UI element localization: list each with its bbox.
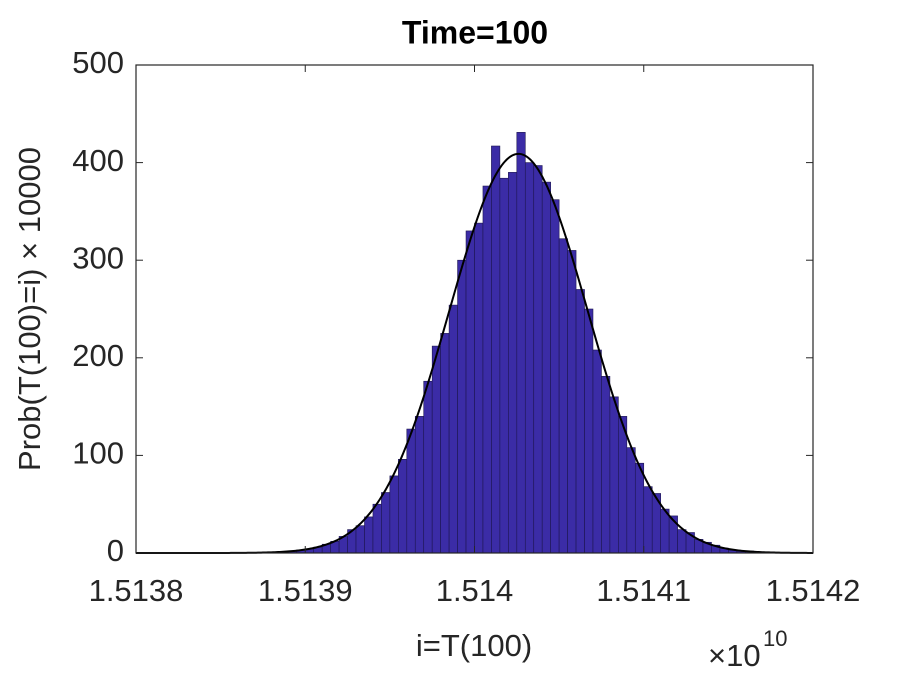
x-multiplier: ×10 bbox=[708, 638, 761, 673]
bar bbox=[465, 230, 475, 554]
bar bbox=[592, 349, 602, 554]
x-multiplier-exponent: 10 bbox=[763, 626, 787, 651]
bar bbox=[567, 250, 577, 554]
bar bbox=[508, 172, 518, 554]
x-axis-label: i=T(100) bbox=[416, 628, 532, 663]
bar bbox=[584, 308, 594, 554]
bar bbox=[634, 462, 645, 554]
y-tick-label: 0 bbox=[107, 533, 124, 568]
bar bbox=[575, 289, 585, 554]
x-tick-label: 1.5142 bbox=[766, 573, 861, 608]
bar bbox=[626, 447, 636, 554]
x-tick-label: 1.5139 bbox=[258, 573, 353, 608]
bar bbox=[457, 259, 467, 554]
bar bbox=[423, 380, 433, 554]
bar bbox=[431, 345, 441, 554]
bar bbox=[660, 508, 670, 554]
bar bbox=[448, 304, 458, 554]
bar bbox=[381, 492, 391, 554]
y-tick-label: 400 bbox=[72, 143, 124, 178]
x-tick-label: 1.5138 bbox=[89, 573, 184, 608]
bar bbox=[364, 516, 374, 554]
bar bbox=[541, 181, 551, 554]
bar bbox=[677, 529, 687, 554]
bar bbox=[533, 165, 543, 554]
bar bbox=[440, 333, 450, 554]
bar bbox=[474, 222, 484, 554]
bar bbox=[609, 396, 619, 554]
bar bbox=[482, 185, 492, 554]
y-tick-label: 300 bbox=[72, 240, 124, 275]
bar bbox=[524, 162, 535, 554]
x-tick-label: 1.514 bbox=[436, 573, 514, 608]
bar bbox=[550, 199, 560, 554]
y-tick-label: 200 bbox=[72, 338, 124, 373]
chart-title: Time=100 bbox=[402, 14, 548, 50]
bar bbox=[406, 428, 416, 554]
bar bbox=[398, 459, 408, 554]
bar bbox=[643, 486, 653, 554]
bar bbox=[372, 503, 382, 554]
bar bbox=[491, 145, 501, 554]
bar bbox=[389, 475, 399, 554]
bar bbox=[601, 376, 611, 554]
y-axis-label: Prob(T(100)=i) × 10000 bbox=[12, 147, 47, 471]
y-tick-label: 500 bbox=[72, 45, 124, 80]
bar bbox=[618, 416, 628, 554]
x-tick-label: 1.5141 bbox=[596, 573, 691, 608]
bar bbox=[355, 525, 365, 554]
bar bbox=[516, 132, 526, 554]
y-tick-label: 100 bbox=[72, 436, 124, 471]
bar bbox=[558, 238, 568, 554]
bar bbox=[499, 177, 509, 554]
bar bbox=[414, 416, 425, 554]
